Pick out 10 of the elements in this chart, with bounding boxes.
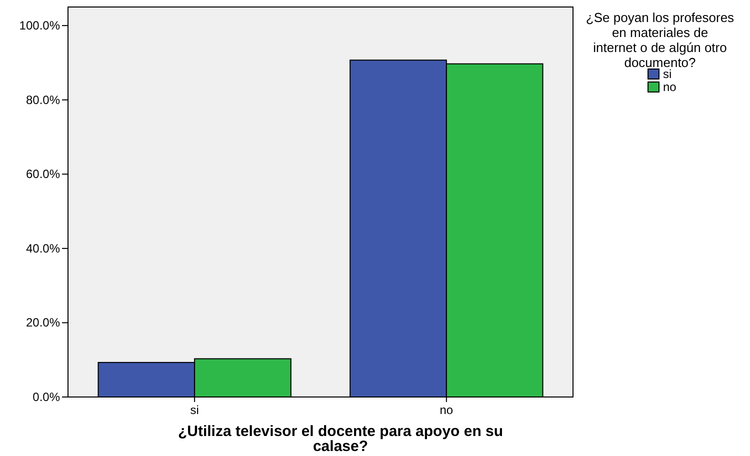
y-tick-label: 20.0%	[26, 316, 60, 330]
legend-label: si	[663, 67, 672, 81]
y-tick-label: 60.0%	[26, 167, 60, 182]
legend-label: no	[663, 80, 677, 94]
y-tick-label: 100.0%	[19, 18, 60, 33]
y-tick-label: 0.0%	[32, 390, 60, 404]
y-tick-label: 80.0%	[26, 92, 60, 107]
x-axis-title: ¿Utiliza televisor el docente para apoyo en su calase?	[178, 423, 504, 455]
legend-title: ¿Se poyan los profesores en materiales de internet o de algún otro documento?	[586, 10, 735, 70]
y-tick-label: 40.0%	[26, 241, 60, 256]
